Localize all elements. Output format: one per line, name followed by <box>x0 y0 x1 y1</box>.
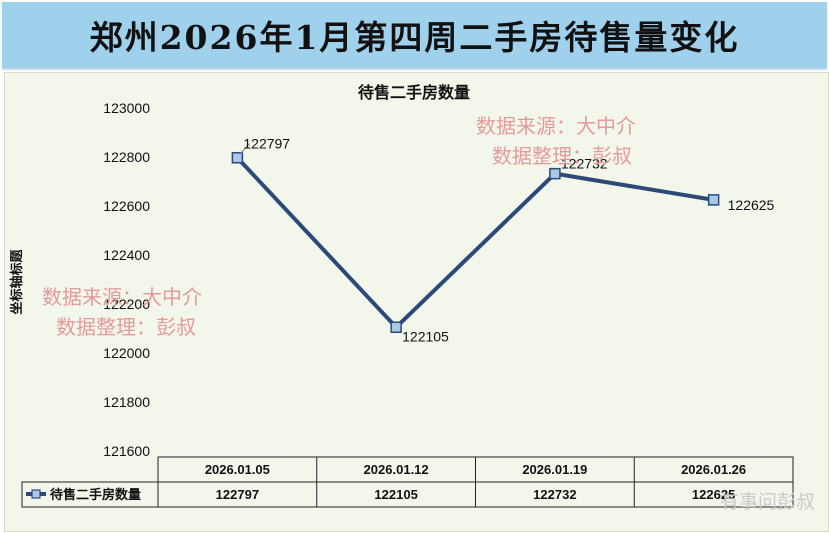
data-label: 122625 <box>728 197 775 213</box>
legend-series-name: 待售二手房数量 <box>49 487 141 502</box>
data-label: 122105 <box>402 328 449 344</box>
data-point-marker <box>707 194 720 206</box>
page-title: 郑州2026年1月第四周二手房待售量变化 <box>89 18 740 57</box>
table-legend-cell <box>21 481 159 508</box>
table-value: 122625 <box>692 487 735 502</box>
watermark-editor: 数据整理：彭叔 <box>492 144 632 168</box>
y-tick-label: 122600 <box>103 198 150 214</box>
y-tick-label: 122200 <box>103 296 150 312</box>
data-point-marker <box>390 321 402 334</box>
data-table: 2026.01.05 122797 2026.01.12 122105 2026.01.… <box>21 456 794 508</box>
chart-title: 待售二手房数量 <box>358 83 470 102</box>
table-value: 122732 <box>533 487 576 502</box>
plot-panel <box>4 72 829 532</box>
x-category-label: 2026.01.12 <box>364 462 429 477</box>
data-label: 122732 <box>561 156 608 172</box>
y-axis-title: 坐标轴标题 <box>9 249 24 315</box>
table-value: 122797 <box>216 487 259 502</box>
series-line <box>235 156 714 330</box>
y-tick-label: 122400 <box>103 247 150 263</box>
x-category-label: 2026.01.05 <box>205 462 270 477</box>
data-point-marker <box>231 151 244 164</box>
watermark-editor: 数据整理：彭叔 <box>56 315 196 339</box>
y-tick-label: 122800 <box>103 149 150 165</box>
watermark-source: 数据来源：大中介 <box>42 285 202 309</box>
title-bar: 郑州2026年1月第四周二手房待售量变化 <box>2 2 827 70</box>
y-tick-label: 123000 <box>103 100 150 116</box>
y-tick-label: 121600 <box>103 443 150 459</box>
y-tick-label: 122000 <box>103 345 150 361</box>
plot-group: 122797 122105 122732 122625 <box>231 136 775 344</box>
label-leader-line <box>240 143 250 155</box>
table-value: 122105 <box>374 487 417 502</box>
data-point-marker <box>549 167 561 180</box>
y-tick-label: 121800 <box>103 394 150 410</box>
legend-marker-swatch <box>31 489 41 499</box>
watermark-source: 数据来源：大中介 <box>476 114 636 138</box>
data-label: 122797 <box>243 136 290 152</box>
corner-mark: 有事问彭叔 <box>720 491 815 513</box>
x-category-label: 2026.01.26 <box>681 462 746 477</box>
x-category-label: 2026.01.19 <box>522 462 587 477</box>
y-tick-group: 121600 121800 122000 122200 122400 122600 1228… <box>103 100 150 459</box>
